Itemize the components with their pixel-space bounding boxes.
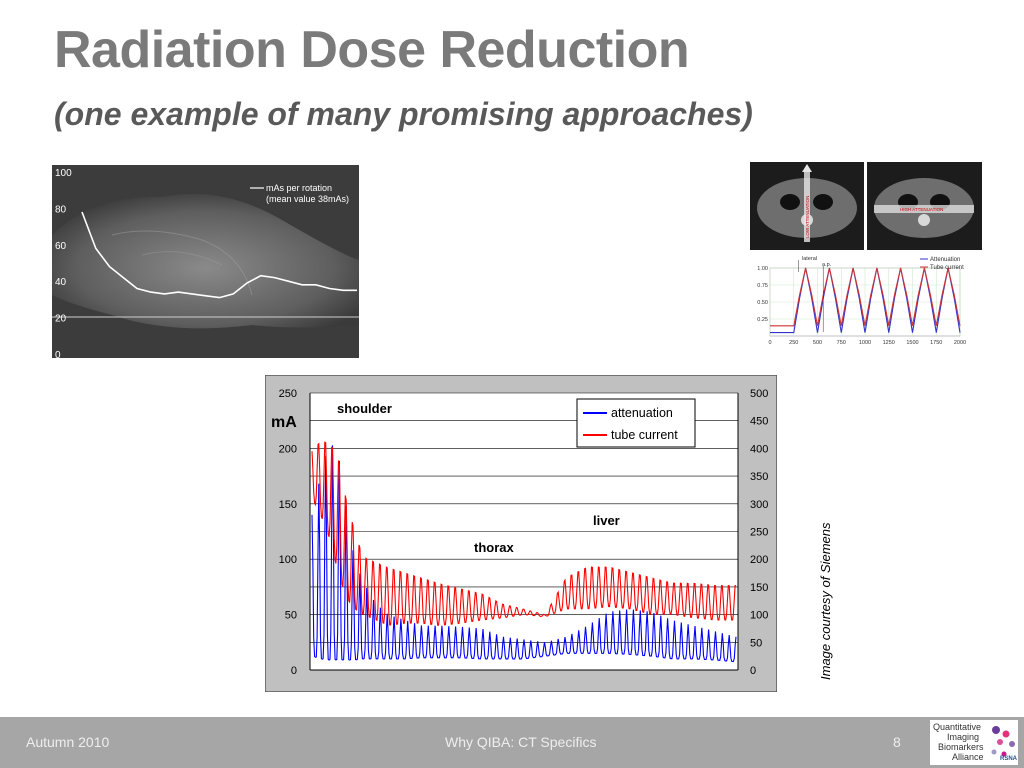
x-tick-label: 1000	[859, 340, 871, 346]
right-y-tick-label: 450	[750, 416, 768, 428]
footer-title: Why QIBA: CT Specifics	[445, 734, 597, 750]
y-tick-label: 0.25	[757, 317, 768, 323]
left-y-tick-label: 150	[279, 499, 297, 511]
right-y-tick-label: 250	[750, 527, 768, 539]
right-y-tick-label: 500	[750, 388, 768, 400]
left-y-tick-label: 250	[279, 388, 297, 400]
left-y-tick-label: 50	[285, 610, 297, 622]
logo-dots-icon	[991, 726, 1015, 757]
ct-beam	[874, 205, 974, 213]
legend-label: Tube current	[930, 265, 964, 271]
right-y-tick-label: 0	[750, 665, 756, 677]
annotation-liver: liver	[593, 513, 620, 528]
y-tick-label: 0.75	[757, 283, 768, 289]
tube-current-svg: 0 50 100 150 200 250 300 350 400 450 500 0 50 100 150 2…	[264, 374, 778, 693]
attenuation-series-line	[311, 445, 737, 662]
annotation-shoulder: shoulder	[337, 401, 392, 416]
slide-subtitle: (one example of many promising approache…	[54, 96, 753, 132]
logo-text: Imaging	[947, 732, 980, 742]
rsna-badge: RSNA	[1000, 756, 1018, 762]
y-tick-label: 0.50	[757, 300, 768, 306]
tube-current-line	[770, 267, 961, 327]
annotation-thorax: thorax	[474, 540, 515, 555]
legend-label: Attenuation	[930, 257, 960, 263]
left-y-tick-label: 100	[279, 554, 297, 566]
ct-spine	[918, 214, 930, 226]
ct-beam	[804, 172, 810, 242]
footer-date: Autumn 2010	[26, 734, 110, 750]
logo-text: Alliance	[952, 752, 984, 762]
right-y-tick-label: 50	[750, 637, 762, 649]
y-tick-label: 20	[55, 314, 67, 325]
tube-current-series-line	[311, 441, 737, 626]
image-credit: Image courtesy of Siemens	[818, 522, 833, 680]
high-attenuation-label: HIGH ATTENUATION	[900, 207, 943, 212]
x-tick-label: 500	[813, 340, 822, 346]
y-tick-label: 1.00	[757, 266, 768, 272]
lateral-label: lateral	[802, 256, 817, 262]
legend-attenuation-label: attenuation	[611, 406, 673, 420]
ap-label: a.p.	[822, 262, 832, 268]
right-y-tick-label: 400	[750, 443, 768, 455]
topogram-rib-shadow	[141, 251, 223, 266]
logo-text: Quantitative	[933, 722, 982, 732]
x-tick-label: 0	[768, 340, 771, 346]
right-y-tick-label: 100	[750, 610, 768, 622]
mas-curve	[81, 211, 357, 299]
right-y-tick-label: 350	[750, 471, 768, 483]
y-tick-label: 100	[55, 168, 72, 179]
x-tick-label: 250	[789, 340, 798, 346]
y-tick-label: 40	[55, 277, 67, 288]
x-tick-label: 1250	[883, 340, 895, 346]
topogram-chart: 0 20 40 60 80 100 mAs per rotation (mean valu…	[52, 165, 359, 358]
legend-label: mAs per rotation	[266, 183, 332, 193]
right-y-tick-label: 300	[750, 499, 768, 511]
legend-tube-current-label: tube current	[611, 428, 678, 442]
y-tick-label: 60	[55, 241, 67, 252]
y-tick-label: 0	[55, 350, 61, 358]
topogram-svg: 0 20 40 60 80 100 mAs per rotation (mean valu…	[52, 165, 359, 358]
x-tick-label: 750	[837, 340, 846, 346]
slide-title: Radiation Dose Reduction	[54, 21, 690, 79]
legend-box	[576, 398, 696, 448]
footer-bar: Autumn 2010 Why QIBA: CT Specifics 8	[0, 717, 1024, 768]
y-tick-label: 80	[55, 204, 67, 215]
qiba-logo: Quantitative Imaging Biomarkers Alliance…	[930, 720, 1018, 765]
x-tick-label: 1500	[906, 340, 918, 346]
y-axis-label: mA	[271, 414, 297, 431]
left-y-tick-label: 0	[291, 665, 297, 677]
ct-arrow	[802, 164, 812, 172]
legend-label: (mean value 38mAs)	[266, 194, 349, 204]
x-tick-label: 1750	[930, 340, 942, 346]
ct-lung	[813, 194, 833, 210]
ct-svg: LOW ATTENUATION HIGH ATTENUATION 0.25 0.5…	[750, 162, 982, 346]
ct-attenuation-chart: LOW ATTENUATION HIGH ATTENUATION 0.25 0.5…	[750, 162, 982, 352]
topogram-rib-shadow	[111, 230, 253, 296]
attenuation-line	[770, 267, 961, 334]
tube-current-chart: 0 50 100 150 200 250 300 350 400 450 500 0 50 100 150 2…	[264, 374, 778, 693]
low-attenuation-label: LOW ATTENUATION	[805, 196, 810, 238]
x-tick-label: 2000	[954, 340, 966, 346]
right-y-tick-label: 150	[750, 582, 768, 594]
ct-lung	[780, 194, 800, 210]
logo-text: Biomarkers	[938, 742, 984, 752]
page-number: 8	[893, 734, 901, 750]
topogram-body-silhouette	[52, 193, 359, 329]
left-y-tick-label: 200	[279, 443, 297, 455]
right-y-tick-label: 200	[750, 554, 768, 566]
